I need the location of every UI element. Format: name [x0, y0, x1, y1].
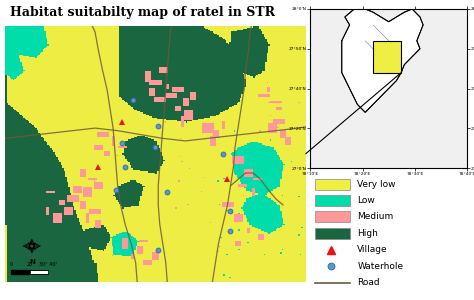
Bar — [315, 228, 350, 239]
Bar — [315, 212, 350, 223]
Text: High: High — [357, 229, 378, 238]
Text: Road: Road — [357, 278, 380, 287]
Text: Village: Village — [357, 245, 388, 254]
FancyBboxPatch shape — [373, 41, 401, 73]
Text: 20: 20 — [27, 262, 33, 267]
Text: 0: 0 — [9, 262, 12, 267]
Text: Medium: Medium — [357, 212, 393, 221]
Text: N: N — [29, 259, 35, 265]
Text: Very low: Very low — [357, 180, 396, 189]
Text: Habitat suitabilty map of ratel in STR: Habitat suitabilty map of ratel in STR — [9, 6, 275, 19]
Text: Waterhole: Waterhole — [357, 262, 403, 271]
Text: 30° 40': 30° 40' — [39, 262, 58, 267]
Bar — [315, 195, 350, 206]
Text: Low: Low — [357, 196, 375, 205]
Polygon shape — [342, 9, 423, 112]
Bar — [315, 178, 350, 190]
